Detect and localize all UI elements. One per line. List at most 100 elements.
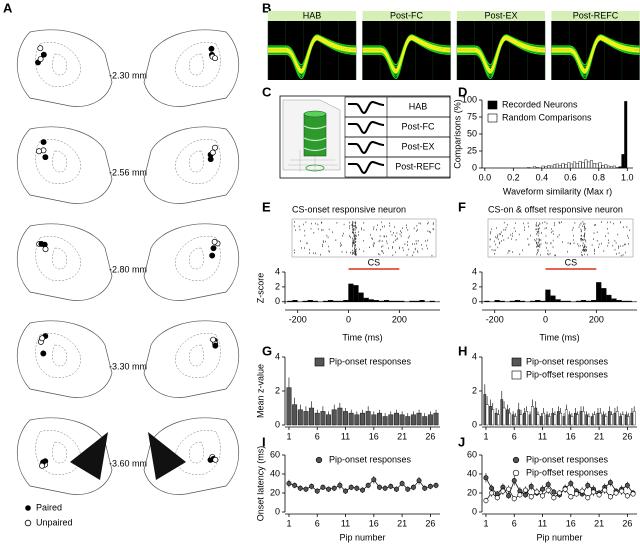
x-tick-label: 0.4 [536,172,549,182]
section-structures [35,139,81,185]
bar [621,414,625,426]
data-point [494,495,500,501]
y-tick-label: 0 [275,296,280,306]
section-outline [16,29,113,107]
data-point [483,498,489,504]
bar [416,412,422,426]
cell [344,156,451,178]
data-point [545,481,551,487]
condition-label: Post-EX [484,10,517,20]
bar [343,411,348,426]
bar [405,416,411,426]
raster-box [487,218,634,258]
histogram-bar [570,163,574,169]
y-tick-label: 2 [472,385,477,395]
histogram-bar [555,163,559,169]
section-structures [175,333,221,379]
section-outline [143,320,240,398]
bar [491,409,495,426]
section-structures [175,42,221,88]
x-axis-label: Time (ms) [539,332,579,342]
bar [547,416,551,426]
unpaired-unit [39,335,46,342]
data-point [483,475,489,481]
x-axis-label: Pip number [536,532,582,542]
histogram-bar [560,300,566,302]
data-point [579,488,585,494]
histogram-bar [541,165,545,169]
hemisphere [16,29,113,107]
x-tick-label: 1 [286,431,291,441]
y-tick-label: 0 [472,296,477,306]
data-point [528,483,534,489]
hemisphere [143,417,240,495]
y-tick-label: 20 [270,487,280,497]
x-tick-label: 1 [483,518,488,528]
bar [371,414,377,426]
x-tick-label: 200 [589,314,604,324]
trace [362,39,451,79]
condition-label: Post-FC [401,121,435,131]
data-point [506,493,512,499]
data-point [286,480,292,486]
x-tick-label: 11 [341,431,350,441]
bar [506,409,509,426]
data-point [393,486,399,492]
histogram-bar [584,159,588,169]
histogram-bar [606,294,612,302]
histogram-bar [621,300,627,302]
legend-label: Unpaired [36,517,73,527]
histogram-bar [322,300,329,302]
legend-label: Pip-onset responses [526,454,609,464]
data-point [371,477,377,483]
histogram-bar [307,300,313,302]
histogram-bar [581,162,585,169]
bar [365,411,371,426]
y-tick-label: 60 [270,449,280,459]
bar [610,414,613,426]
x-tick-label: 16 [566,518,576,528]
data-point [422,485,428,491]
histogram-bar [509,300,515,302]
data-point [551,495,557,501]
section-level: -3.30 mm [109,361,147,371]
y-tick-label: 4 [472,351,477,361]
section-structures [35,42,81,88]
bar [534,407,538,426]
data-point [343,488,349,494]
data-point [602,487,608,493]
x-tick-label: -200 [289,314,307,324]
histogram-bar [338,300,344,302]
histogram-bar [601,165,605,169]
chart: F CS-on & offset responsive neuron 0 2 4 -200… [458,199,637,342]
bar [581,411,585,426]
legend-label: Pip-onset responses [329,454,412,464]
unpaired-unit [210,336,217,343]
x-axis-label: Time (ms) [342,332,382,342]
x-axis-label: Pip number [339,532,385,542]
y-tick-label: 2 [275,281,280,291]
legend-swatch [25,505,31,511]
histogram-bar [327,300,334,302]
data-point [337,482,343,488]
panel-label: F [458,199,466,214]
paired-unit [209,252,216,259]
hemisphere [143,223,240,301]
histogram-bar [545,289,551,302]
section-level: -2.80 mm [109,264,147,274]
ventricle [70,432,108,480]
data-point [624,482,630,488]
ventricle [148,432,186,480]
paired-unit [42,154,49,161]
histogram-bar [621,154,625,169]
y-tick-label: 20 [467,487,477,497]
x-tick-label: 0.6 [564,172,577,182]
section-structures [35,236,81,282]
histogram-bar [547,165,551,169]
section-outline [16,223,113,301]
data-point [416,478,422,484]
section-outline [143,417,240,495]
histogram-bar [519,300,526,302]
condition-label: HAB [409,101,428,111]
x-tick-label: 200 [392,314,407,324]
